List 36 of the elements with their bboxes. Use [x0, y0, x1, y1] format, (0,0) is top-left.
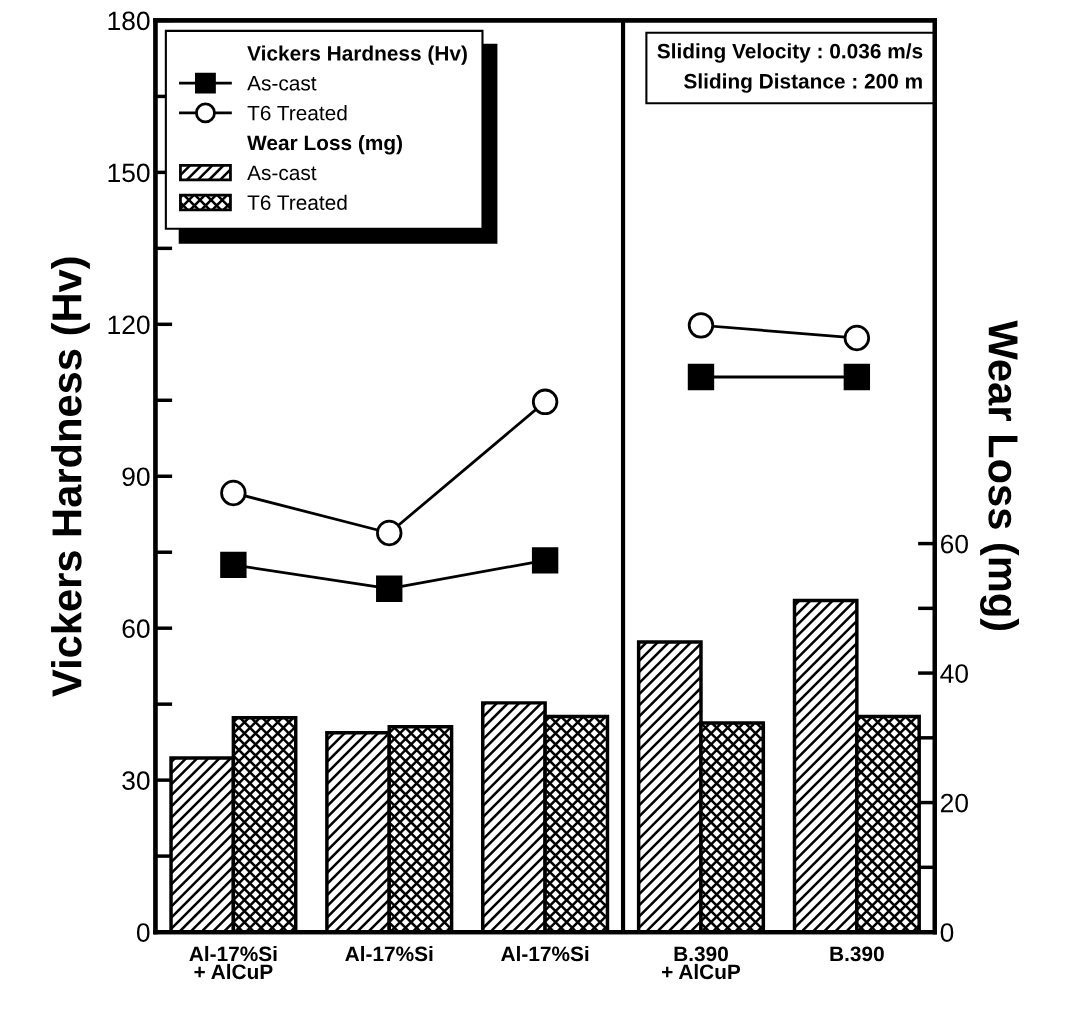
- x-tick-label: Al-17%Si: [345, 945, 433, 962]
- point: [531, 388, 559, 415]
- y-tick-label: 90: [122, 467, 150, 487]
- y2-tick-label: 60: [940, 534, 968, 554]
- x-tick-label: Al-17%Si: [501, 945, 589, 962]
- y-tick-label: 0: [136, 923, 150, 942]
- point: [843, 363, 871, 391]
- y-tick-label: 120: [108, 315, 150, 335]
- point: [376, 519, 403, 547]
- point: [531, 547, 559, 574]
- y2-tick-label: 40: [940, 664, 968, 683]
- y-tick-label: 150: [108, 163, 150, 183]
- annotation: Sliding Distance : 200 m: [684, 73, 922, 93]
- point: [843, 324, 871, 352]
- legend-label: As-cast: [247, 165, 317, 181]
- legend-label: T6 Treated: [247, 105, 347, 121]
- annotation: Wear Loss (mg): [247, 134, 402, 155]
- legend-label: T6 Treated: [247, 194, 347, 211]
- y2-tick-label: 0: [940, 923, 954, 942]
- x-tick-label: B.390: [830, 946, 884, 962]
- x-tick-label: Al-17%Si + AlCuP: [189, 945, 277, 980]
- point: [220, 551, 247, 579]
- legend-label: As-cast: [247, 76, 317, 91]
- annotation: Vickers Hardness (Hv): [247, 45, 467, 65]
- y-axis-title: Vickers Hardness (Hv): [51, 257, 90, 697]
- point: [687, 312, 715, 339]
- point: [687, 363, 715, 391]
- annotation: Sliding Velocity : 0.036 m/s: [657, 43, 923, 63]
- point: [376, 575, 403, 602]
- point: [220, 479, 247, 507]
- y2-axis-title: Wear Loss (mg): [979, 320, 1019, 631]
- x-tick-label: B.390 + AlCuP: [662, 946, 741, 980]
- y-tick-label: 60: [122, 619, 150, 639]
- y2-tick-label: 20: [940, 793, 968, 813]
- y-tick-label: 30: [122, 771, 150, 790]
- y-tick-label: 180: [108, 11, 150, 31]
